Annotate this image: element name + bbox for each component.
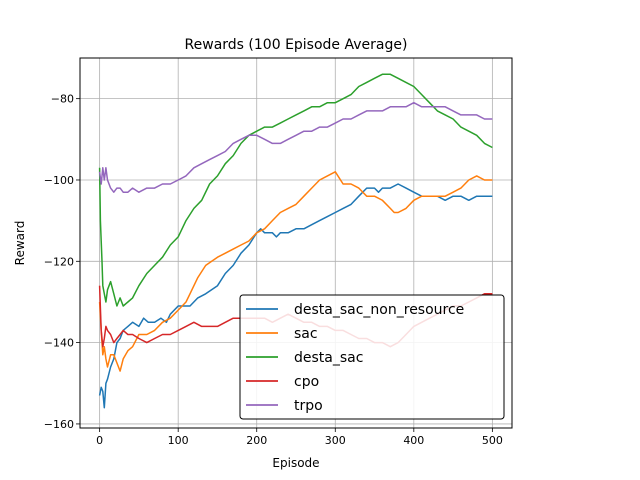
- y-tick-label: −80: [51, 93, 74, 106]
- series-line-sac: [98, 171, 493, 372]
- x-tick-label: 0: [96, 434, 103, 447]
- chart-title: Rewards (100 Episode Average): [185, 37, 408, 53]
- x-tick-label: 200: [246, 434, 267, 447]
- x-tick-label: 300: [325, 434, 346, 447]
- grid: [80, 58, 512, 428]
- legend-label: cpo: [294, 374, 319, 390]
- axis-ticks: 0 100 200 300 400 500 −160 −140 −120 −100 −80: [44, 93, 503, 447]
- series-line-trpo: [98, 101, 493, 193]
- x-tick-label: 100: [168, 434, 189, 447]
- legend-box: [239, 294, 505, 420]
- series-line-desta-sac-non-resource: [98, 183, 493, 409]
- y-tick-label: −120: [44, 255, 74, 268]
- series-line-desta-sac: [98, 73, 493, 307]
- legend-label: sac: [294, 326, 318, 342]
- legend-label: desta_sac: [294, 350, 363, 366]
- legend-label: desta_sac_non_resource: [294, 302, 464, 318]
- x-tick-label: 500: [482, 434, 503, 447]
- legend-label: trpo: [294, 398, 323, 414]
- y-tick-label: −160: [44, 418, 74, 431]
- y-tick-label: −140: [44, 337, 74, 350]
- x-tick-label: 400: [403, 434, 424, 447]
- y-tick-label: −100: [44, 174, 74, 187]
- plot-frame: [79, 57, 513, 429]
- x-axis-label: Episode: [272, 456, 319, 470]
- y-axis-label: Reward: [13, 221, 27, 266]
